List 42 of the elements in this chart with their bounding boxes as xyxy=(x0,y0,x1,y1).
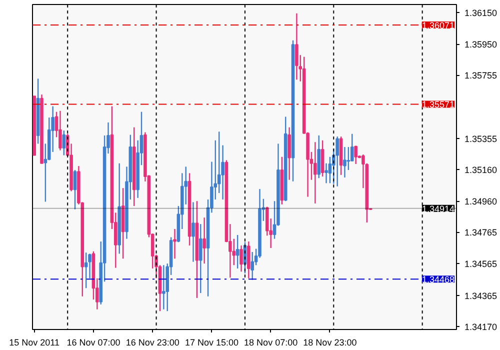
candlestick xyxy=(320,140,324,178)
candlestick xyxy=(346,146,350,171)
candlestick xyxy=(162,264,166,310)
candlestick xyxy=(354,145,358,165)
candlestick xyxy=(58,110,62,151)
candlestick xyxy=(236,234,240,270)
x-tick-label: 17 Nov 15:00 xyxy=(184,338,238,348)
candlestick xyxy=(288,126,291,180)
y-tick-label: 1.34170 xyxy=(464,322,498,332)
ref-line-label: 1.34468 xyxy=(422,274,455,285)
ref-line-label: 1.36071 xyxy=(422,20,455,30)
candlestick xyxy=(62,130,66,156)
y-tick-label: 1.36150 xyxy=(464,8,498,18)
x-tick-label: 18 Nov 07:00 xyxy=(244,338,298,348)
candlestick xyxy=(250,251,254,280)
y-tick-label: 1.35755 xyxy=(464,70,498,81)
x-tick-label: 18 Nov 23:00 xyxy=(303,338,357,348)
candlestick xyxy=(198,223,202,294)
candlestick xyxy=(192,202,195,262)
y-tick-label: 1.34765 xyxy=(464,228,498,238)
x-tick-label: 15 Nov 2011 xyxy=(9,338,60,348)
candlestick xyxy=(324,162,328,184)
x-tick-label: 16 Nov 23:00 xyxy=(126,338,180,348)
candlestick xyxy=(336,136,339,187)
ref-line-label: 1.35571 xyxy=(422,100,455,110)
candlestick xyxy=(343,146,346,178)
candlestick xyxy=(295,12,298,80)
candlestick xyxy=(173,228,176,260)
candlestick xyxy=(202,216,206,264)
y-tick-label: 1.35160 xyxy=(464,164,498,175)
y-tick-label: 1.35355 xyxy=(464,134,498,144)
candlestick xyxy=(240,244,243,272)
y-tick-label: 1.34960 xyxy=(464,196,498,207)
ref-line-label: 1.34914 xyxy=(422,204,455,214)
y-tick-label: 1.35950 xyxy=(464,40,498,50)
candlestick xyxy=(84,252,88,289)
candlestick xyxy=(73,169,77,210)
y-tick-label: 1.34565 xyxy=(464,259,498,270)
candlestick xyxy=(314,142,317,204)
x-tick-label: 16 Nov 07:00 xyxy=(66,338,120,348)
y-tick-label: 1.34365 xyxy=(464,290,498,301)
candlestick xyxy=(247,240,250,279)
